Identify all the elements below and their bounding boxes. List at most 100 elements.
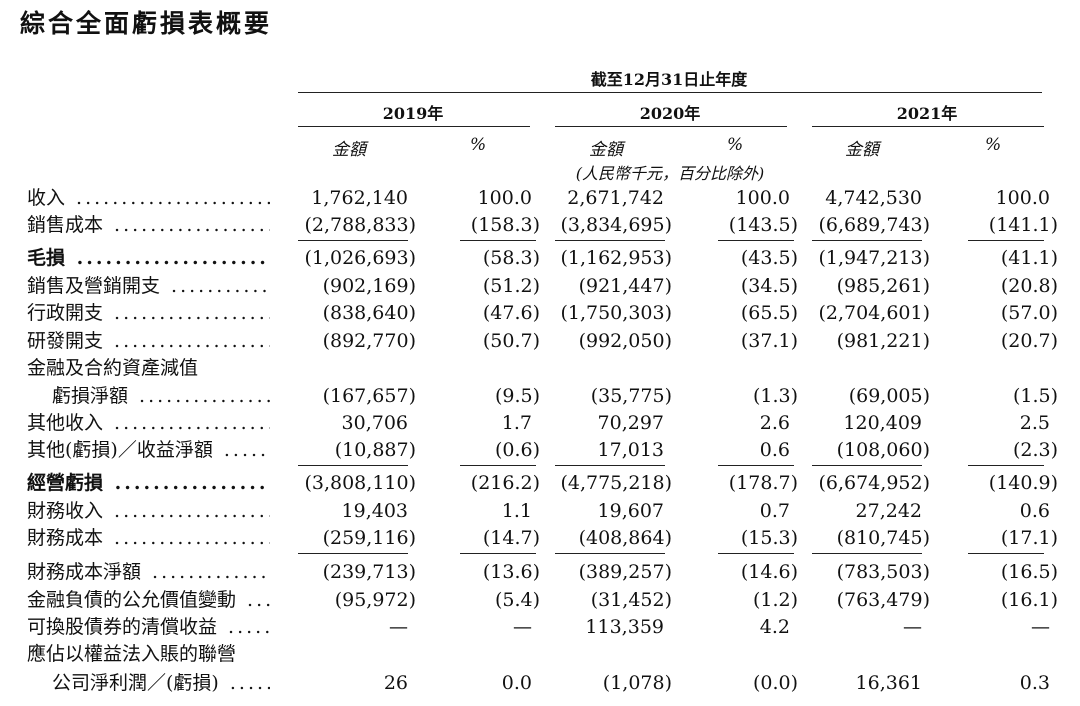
cell-a21: (108,060): [836, 439, 930, 461]
cell-p21: —: [1031, 616, 1050, 638]
leader-dots: ........................................…: [114, 330, 270, 352]
subtotal-rule: [460, 465, 536, 466]
cell-p19: 100.0: [477, 187, 532, 209]
leader-dots: ........................................…: [114, 527, 270, 549]
row-label-text: 金融及合約資產減值: [27, 357, 201, 379]
cell-p19: (9.5): [494, 385, 540, 407]
col-pct-2020: %: [727, 135, 744, 155]
table-row: 財務成本 ...................................…: [0, 524, 1080, 552]
row-label-text: 銷售及營銷開支: [27, 275, 163, 297]
cell-p20: (1.2): [752, 589, 798, 611]
unit-note: (人民幣千元，百分比除外): [575, 164, 765, 183]
row-label-text: 行政開支: [27, 302, 106, 324]
leader-dots: ........................................…: [229, 672, 270, 694]
cell-a20: (921,447): [578, 275, 672, 297]
row-label: 財務成本 ...................................…: [27, 524, 270, 552]
cell-p21: (57.0): [1000, 302, 1058, 324]
table-row: 銷售及營銷開支 ................................…: [0, 272, 1080, 300]
row-label-text: 虧損淨額: [52, 385, 131, 407]
cell-a21: 120,409: [843, 412, 922, 434]
row-label: 財務成本淨額 .................................…: [27, 558, 270, 586]
year-2020: 2020年: [639, 104, 701, 123]
col-pct-2019: %: [470, 135, 487, 155]
row-label-text: 應佔以權益法入賬的聯營: [27, 643, 239, 665]
cell-a19: (95,972): [334, 589, 416, 611]
cell-a20: (408,864): [578, 527, 672, 549]
cell-a20: (992,050): [578, 330, 672, 352]
leader-dots: ........................................…: [76, 247, 270, 269]
cell-p20: 0.6: [759, 439, 790, 461]
cell-p20: (15.3): [740, 527, 798, 549]
period-header: 截至12月31日止年度: [590, 70, 748, 89]
cell-p21: 0.6: [1019, 500, 1050, 522]
row-label: 其他(虧損)／收益淨額 ............................…: [27, 436, 270, 464]
year-rule-2019: [298, 126, 530, 127]
cell-a19: —: [389, 616, 408, 638]
table-row: 金融及合約資產減值: [0, 354, 1080, 382]
leader-dots: ........................................…: [114, 302, 270, 324]
cell-p21: (140.9): [988, 472, 1058, 494]
subtotal-rule: [718, 465, 794, 466]
document-title: 綜合全面虧損表概要: [20, 9, 273, 38]
col-amount-2019: 金額: [332, 140, 366, 160]
row-label: 虧損淨額 ...................................…: [52, 382, 270, 410]
row-label: 金融負債的公允價值變動 ............................…: [27, 586, 270, 614]
cell-a19: (2,788,833): [304, 214, 416, 236]
subtotal-rule: [298, 465, 408, 466]
cell-p19: (216.2): [470, 472, 540, 494]
cell-p20: (34.5): [740, 275, 798, 297]
table-row: 銷售成本 ...................................…: [0, 211, 1080, 239]
leader-dots: ........................................…: [76, 187, 270, 209]
subtotal-rule: [718, 240, 794, 241]
cell-p19: 1.7: [501, 412, 532, 434]
cell-p20: (37.1): [740, 330, 798, 352]
cell-p21: (17.1): [1000, 527, 1058, 549]
cell-a19: (902,169): [322, 275, 416, 297]
row-label-text: 財務成本淨額: [27, 561, 144, 583]
subtotal-rule: [968, 240, 1044, 241]
leader-dots: ........................................…: [114, 214, 270, 236]
cell-p21: (1.5): [1012, 385, 1058, 407]
cell-a20: (1,750,303): [560, 302, 672, 324]
row-label: 其他收入 ...................................…: [27, 409, 270, 437]
cell-p20: 4.2: [759, 616, 790, 638]
year-rule-2021: [812, 126, 1044, 127]
leader-dots: ........................................…: [114, 412, 270, 434]
cell-p20: (143.5): [728, 214, 798, 236]
row-label-text: 可換股債券的清償收益: [27, 616, 220, 638]
row-label: 可換股債券的清償收益 .............................…: [27, 613, 270, 641]
col-amount-2021: 金額: [845, 140, 879, 160]
cell-a19: (1,026,693): [304, 247, 416, 269]
cell-p20: 0.7: [759, 500, 790, 522]
cell-p19: (14.7): [482, 527, 540, 549]
cell-a21: (985,261): [836, 275, 930, 297]
leader-dots: ........................................…: [139, 385, 270, 407]
row-label-text: 研發開支: [27, 330, 106, 352]
table-row: 公司淨利潤／(虧損) .............................…: [0, 669, 1080, 697]
subtotal-rule: [812, 553, 922, 554]
cell-p19: (158.3): [470, 214, 540, 236]
cell-a20: (31,452): [590, 589, 672, 611]
cell-p20: 2.6: [759, 412, 790, 434]
table-row: 經營虧損 ...................................…: [0, 469, 1080, 497]
cell-a21: 4,742,530: [825, 187, 922, 209]
row-label-text: 經營虧損: [27, 472, 106, 494]
cell-p19: (50.7): [482, 330, 540, 352]
row-label-text: 財務成本: [27, 527, 106, 549]
row-label: 毛損 .....................................…: [27, 244, 270, 272]
cell-p20: (0.0): [752, 672, 798, 694]
cell-a20: 17,013: [597, 439, 664, 461]
cell-a20: 2,671,742: [567, 187, 664, 209]
cell-p21: (20.7): [1000, 330, 1058, 352]
table-row: 財務收入 ...................................…: [0, 497, 1080, 525]
table-row: 其他收入 ...................................…: [0, 409, 1080, 437]
cell-p19: (0.6): [494, 439, 540, 461]
cell-p20: 100.0: [735, 187, 790, 209]
cell-p19: (58.3): [482, 247, 540, 269]
cell-a20: (4,775,218): [560, 472, 672, 494]
period-rule: [298, 92, 1042, 93]
subtotal-rule: [555, 553, 665, 554]
year-2021: 2021年: [896, 104, 958, 123]
subtotal-rule: [460, 553, 536, 554]
cell-p19: (51.2): [482, 275, 540, 297]
